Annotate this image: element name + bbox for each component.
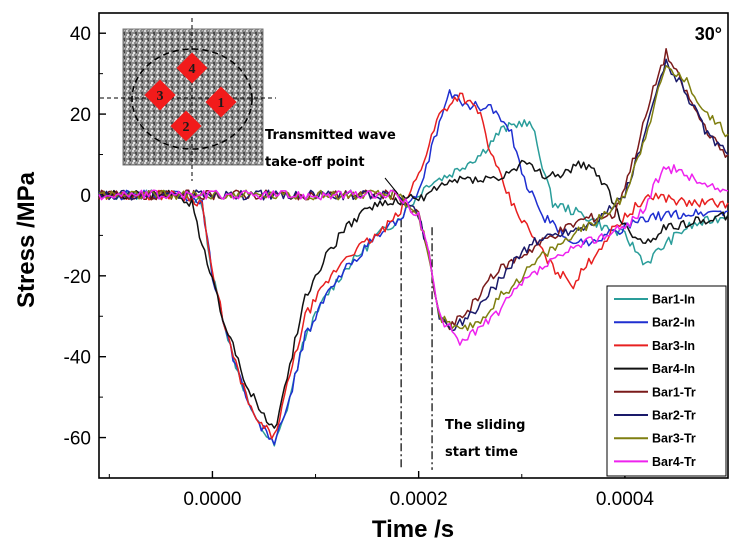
- axis-ticks: -60 -40 -20 0 20 40 0.0000 0.0002 0.0004: [64, 24, 729, 510]
- legend-label: Bar4-In: [652, 362, 695, 376]
- inset-bar-1: 1: [205, 86, 237, 118]
- inset-circle: [131, 48, 253, 150]
- angle-label: 30°: [695, 24, 722, 44]
- y-tick-label: 0: [80, 186, 91, 207]
- takeoff-arrow: [384, 177, 399, 195]
- y-tick-label: -60: [64, 429, 91, 450]
- series-lines: [98, 48, 729, 447]
- legend-label: Bar3-In: [652, 339, 695, 353]
- y-tick-label: -20: [64, 267, 91, 288]
- inset-bar-2: 2: [170, 110, 202, 142]
- y-tick-label: 40: [70, 24, 91, 45]
- inset-bar-4: 4: [176, 52, 208, 84]
- svg-text:1: 1: [218, 96, 225, 111]
- x-tick-label: 0.0000: [183, 489, 241, 510]
- legend-label: Bar1-Tr: [652, 385, 696, 399]
- specimen-inset: 4 3 1 2: [100, 18, 276, 181]
- svg-text:3: 3: [157, 89, 164, 104]
- x-axis-title: Time /s: [372, 516, 454, 543]
- sliding-reference-lines: [400, 219, 433, 470]
- takeoff-annotation-line1: Transmitted wave: [265, 128, 396, 143]
- inset-specimen-texture: [122, 28, 264, 166]
- legend-label: Bar3-Tr: [652, 432, 696, 446]
- y-tick-label: 20: [70, 105, 91, 126]
- legend-label: Bar2-Tr: [652, 409, 696, 423]
- sliding-annotation-line1: The sliding: [445, 418, 525, 433]
- x-tick-label: 0.0002: [390, 489, 448, 510]
- takeoff-annotation-line2: take-off point: [265, 155, 365, 170]
- x-tick-label: 0.0004: [596, 489, 655, 510]
- legend: Bar1-In Bar2-In Bar3-In Bar4-In Bar1-Tr Bar2-…: [606, 285, 727, 477]
- legend-label: Bar4-Tr: [652, 455, 696, 469]
- y-tick-label: -40: [64, 348, 91, 369]
- y-axis-title: Stress /MPa: [13, 171, 40, 308]
- series-line-bar3-in: [98, 92, 729, 440]
- series-line-bar4-in: [98, 159, 729, 429]
- svg-text:4: 4: [189, 62, 196, 77]
- plot-frame: [98, 12, 729, 479]
- inset-bar-3: 3: [144, 79, 176, 111]
- legend-label: Bar2-In: [652, 316, 695, 330]
- legend-label: Bar1-In: [652, 293, 695, 307]
- sliding-annotation-line2: start time: [445, 445, 518, 460]
- legend-items: Bar1-In Bar2-In Bar3-In Bar4-In Bar1-Tr Bar2-…: [614, 293, 696, 469]
- svg-text:2: 2: [183, 120, 190, 135]
- series-line-bar4-tr: [98, 164, 729, 346]
- legend-box: [606, 285, 727, 477]
